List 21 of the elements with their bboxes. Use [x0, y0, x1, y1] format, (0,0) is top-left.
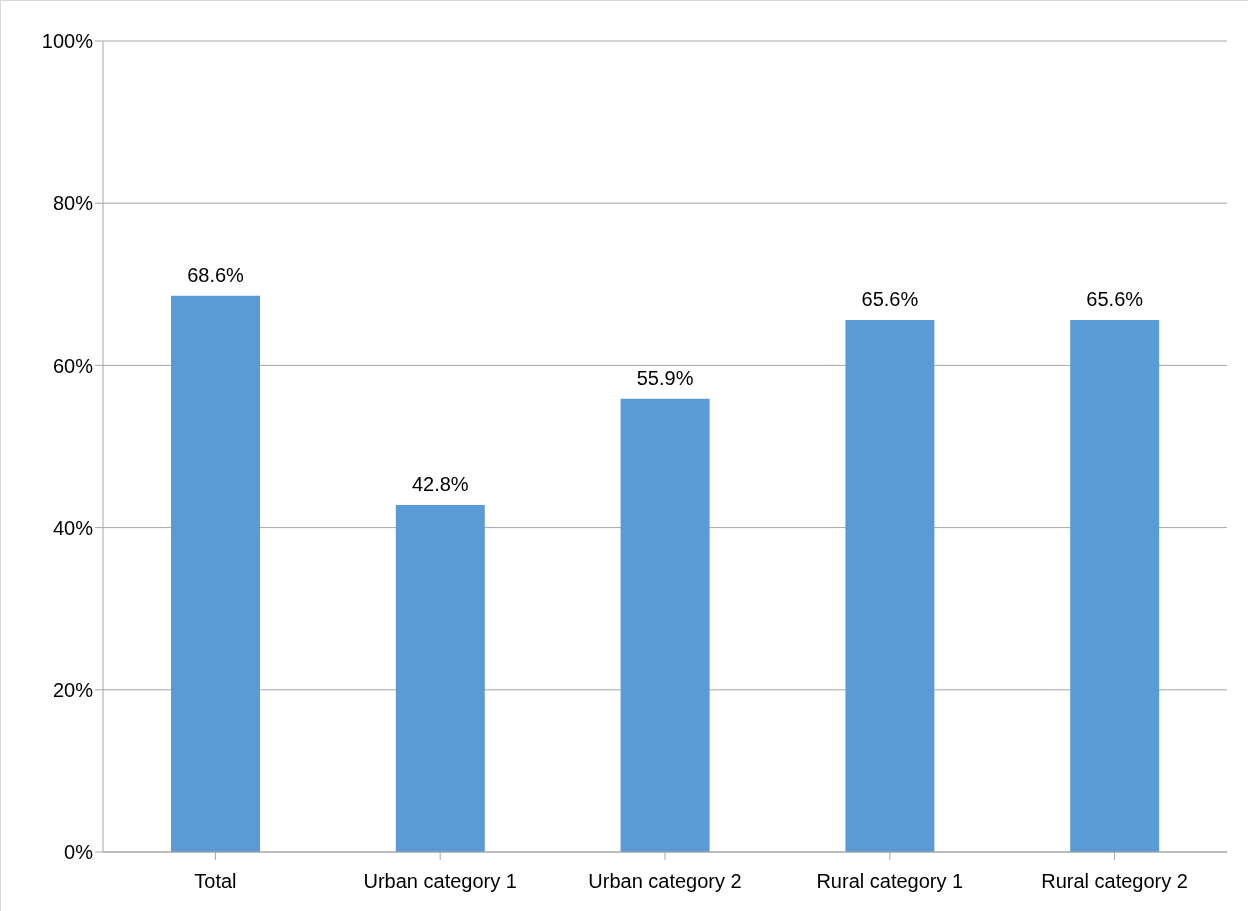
bar [395, 504, 485, 852]
data-label: 65.6% [1086, 287, 1144, 310]
data-label: 42.8% [411, 472, 469, 495]
bar [620, 398, 710, 852]
x-tick-label: Rural category 2 [1041, 870, 1188, 893]
y-tick-label: 0% [64, 841, 94, 864]
bar [171, 295, 260, 852]
x-tick-label: Urban category 1 [363, 870, 517, 893]
x-tick-label: Urban category 2 [588, 870, 742, 893]
y-tick-label: 80% [52, 192, 94, 215]
data-label: 68.6% [187, 263, 245, 286]
x-tick-label: Total [194, 870, 237, 893]
y-tick-label: 40% [52, 516, 94, 539]
bar [1070, 319, 1160, 852]
bar [845, 319, 935, 852]
y-tick-label: 20% [52, 678, 94, 701]
y-tick-label: 60% [52, 354, 94, 377]
data-label: 65.6% [861, 287, 919, 310]
data-label: 55.9% [636, 366, 694, 389]
y-tick-label: 100% [41, 30, 94, 53]
x-tick-label: Rural category 1 [816, 870, 964, 893]
